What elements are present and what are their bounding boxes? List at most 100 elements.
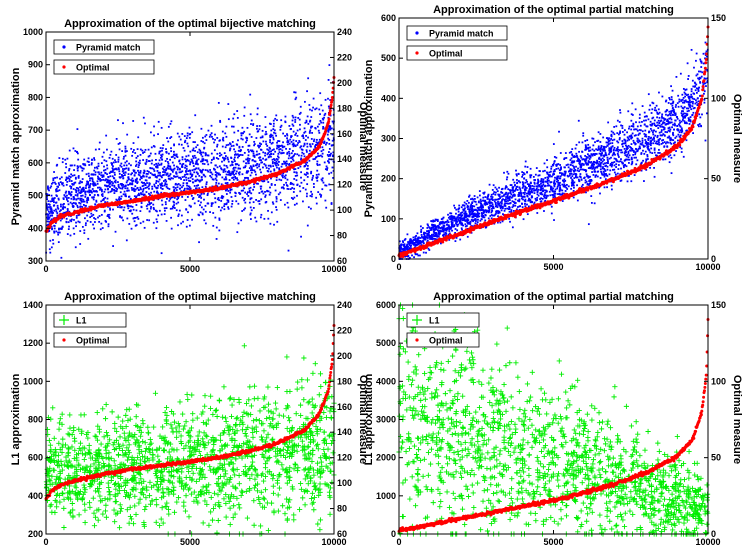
data-point — [316, 164, 319, 167]
data-point — [321, 117, 324, 120]
data-point — [175, 155, 178, 157]
data-point — [200, 153, 203, 156]
data-point — [272, 138, 275, 141]
data-point — [498, 193, 501, 196]
data-point — [686, 62, 689, 65]
data-point — [149, 172, 152, 174]
data-point — [187, 170, 190, 172]
data-point — [122, 168, 124, 170]
data-point — [587, 147, 590, 150]
data-point — [617, 150, 620, 153]
data-point — [150, 202, 153, 204]
data-point — [207, 163, 210, 166]
data-point — [604, 153, 607, 155]
data-point — [286, 178, 289, 181]
data-point — [564, 152, 567, 154]
data-point — [427, 247, 430, 250]
data-point — [252, 152, 255, 155]
data-point — [700, 66, 703, 68]
data-point — [512, 178, 515, 181]
data-point — [609, 169, 612, 172]
data-point — [128, 195, 131, 198]
data-point — [62, 198, 65, 200]
data-point — [67, 200, 69, 203]
data-point — [453, 224, 456, 227]
data-point — [705, 50, 708, 53]
data-point — [218, 165, 221, 168]
data-point — [637, 147, 640, 150]
data-point — [191, 155, 194, 158]
plot-area — [397, 25, 710, 260]
data-point — [553, 169, 556, 171]
data-point — [520, 193, 523, 196]
data-point — [192, 197, 195, 199]
data-point — [331, 155, 334, 158]
data-point — [155, 187, 158, 190]
data-point — [238, 171, 241, 174]
data-point — [47, 230, 50, 233]
data-point — [224, 189, 227, 192]
data-point — [455, 208, 458, 211]
data-point — [118, 142, 121, 144]
data-point — [181, 195, 184, 198]
data-point — [213, 193, 216, 195]
data-point — [439, 232, 441, 235]
data-point — [252, 150, 255, 153]
data-point — [283, 145, 286, 148]
data-point — [486, 197, 489, 200]
data-point — [140, 181, 143, 184]
data-point — [71, 174, 74, 177]
data-point — [238, 173, 241, 176]
data-point — [77, 189, 80, 191]
data-point — [682, 110, 684, 113]
data-point — [169, 122, 172, 125]
data-point — [117, 160, 120, 163]
data-point — [320, 178, 323, 181]
data-point — [254, 164, 257, 167]
data-point — [670, 172, 673, 175]
data-point — [624, 140, 627, 143]
data-point — [72, 227, 75, 230]
data-point — [249, 213, 252, 216]
data-point — [155, 180, 158, 183]
data-point — [291, 182, 294, 185]
data-point — [330, 171, 333, 174]
data-point — [649, 166, 651, 169]
data-point — [196, 184, 198, 187]
data-point — [127, 176, 130, 178]
data-point — [554, 188, 557, 191]
data-point — [620, 179, 623, 182]
data-point — [445, 229, 448, 232]
data-point — [74, 176, 77, 179]
data-point — [279, 145, 282, 147]
data-point — [589, 149, 592, 152]
data-point — [259, 136, 262, 139]
data-point — [598, 160, 601, 163]
data-point — [53, 230, 56, 233]
data-point — [214, 185, 218, 189]
data-point — [75, 189, 78, 192]
data-point — [157, 120, 160, 123]
data-point — [156, 170, 159, 172]
data-point — [640, 152, 643, 154]
data-point — [280, 124, 283, 127]
data-point — [537, 188, 540, 191]
data-point — [568, 169, 571, 172]
data-point — [541, 181, 544, 184]
data-point — [482, 212, 485, 215]
data-point — [150, 162, 153, 165]
data-point — [588, 180, 590, 182]
data-point — [664, 100, 667, 103]
data-point — [596, 159, 598, 162]
data-point — [603, 173, 606, 175]
data-point — [595, 148, 598, 151]
data-point — [139, 178, 141, 181]
data-point — [292, 183, 295, 186]
data-point — [326, 133, 329, 136]
data-point — [567, 163, 569, 166]
data-point — [451, 219, 454, 221]
data-point — [137, 192, 140, 195]
data-point — [420, 241, 423, 244]
data-point — [184, 164, 187, 167]
data-point — [161, 153, 164, 156]
